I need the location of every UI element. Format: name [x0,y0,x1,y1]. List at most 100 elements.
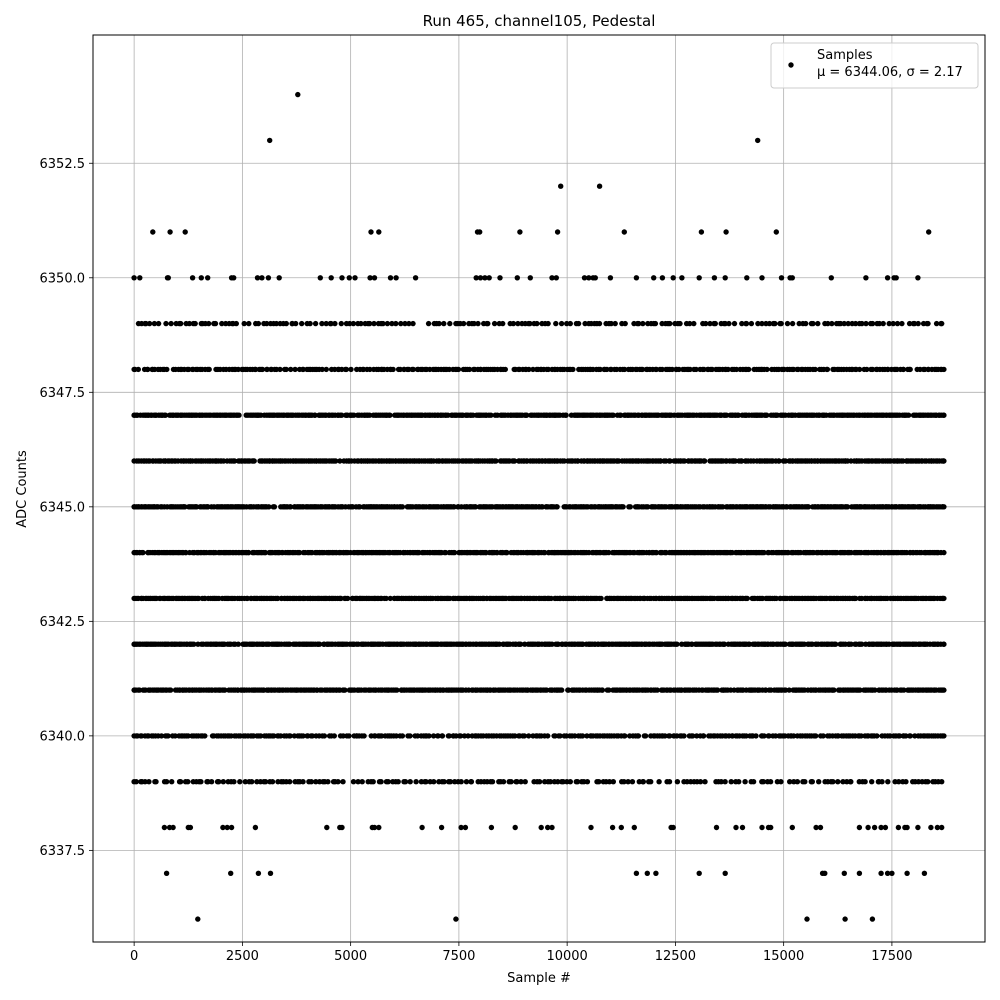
data-point [237,779,243,785]
data-point [542,549,548,556]
data-point [567,779,573,785]
data-point [472,504,479,510]
data-point [735,412,742,418]
data-point [915,320,921,327]
data-point [882,824,889,831]
data-point [926,229,932,235]
data-point [485,320,491,327]
data-point [339,275,345,281]
data-point [804,916,810,922]
data-point [722,275,728,281]
data-point [163,870,170,876]
data-point [925,320,931,327]
data-point [830,779,836,785]
data-point [267,870,274,876]
data-point [131,549,137,556]
data-point [939,779,945,785]
data-point [627,504,633,510]
data-point [878,870,884,876]
data-point [383,595,389,602]
data-point [915,275,921,281]
data-point [584,779,591,785]
data-point [831,687,837,693]
data-point [265,275,272,281]
data-point [743,320,750,327]
data-point [865,824,871,831]
data-point [805,504,812,510]
data-point [794,779,801,785]
data-point [789,320,796,327]
data-point [169,779,175,785]
data-point [755,137,761,144]
data-point [486,275,492,281]
data-point [726,320,732,327]
data-point [869,916,876,922]
y-tick-label: 6337.5 [40,844,86,859]
data-point [233,320,239,327]
data-point [816,779,822,785]
data-point [451,504,457,510]
data-point [368,229,374,235]
data-point [941,733,947,739]
data-point [198,779,204,785]
y-axis-ticks: 6337.56340.06342.56345.06347.56350.06352… [40,157,93,859]
data-point [228,870,234,876]
data-point [633,275,640,281]
data-point [468,779,475,785]
data-point [312,320,319,327]
data-point [500,779,507,785]
data-point [189,275,196,281]
data-point [941,549,947,556]
data-point [610,412,616,418]
data-point [598,595,604,602]
data-point [899,320,905,327]
data-point [488,412,494,418]
data-point [131,641,137,647]
data-point [653,870,659,876]
data-point [231,779,237,785]
data-point [778,275,785,281]
data-point [691,320,697,327]
data-point [789,824,795,831]
data-point [367,275,373,281]
data-point [939,824,945,831]
data-point [343,366,350,373]
data-point [340,779,346,785]
data-point [236,412,242,418]
data-point [884,275,891,281]
data-point [733,824,739,831]
data-point [679,275,685,281]
data-point [713,824,720,831]
data-point [337,458,343,464]
data-point [146,779,152,785]
data-point [246,320,252,327]
data-point [508,779,514,785]
data-point [352,275,358,281]
data-point [206,320,212,327]
x-tick-label: 17500 [871,949,912,964]
data-point [904,824,910,831]
data-point [907,366,913,373]
data-point [206,366,212,373]
data-point [527,275,533,281]
data-point [700,733,707,739]
data-point [862,779,868,785]
data-point [514,275,520,281]
data-point [581,275,588,281]
x-axis-ticks: 0 2500 5000 7500 10000 12500 15000 17500 [130,942,913,964]
legend-stats: μ = 6344.06, σ = 2.17 [817,65,963,80]
data-point [696,275,702,281]
data-point [536,779,543,785]
data-point [317,275,323,281]
data-point [853,595,859,602]
data-point [829,320,835,327]
data-point [252,824,259,831]
data-point [736,779,742,785]
data-point [702,779,708,785]
data-point [462,824,469,831]
data-point [723,412,730,418]
data-point [323,366,329,373]
data-point [502,366,508,373]
data-point [889,870,895,876]
data-point [426,733,432,739]
